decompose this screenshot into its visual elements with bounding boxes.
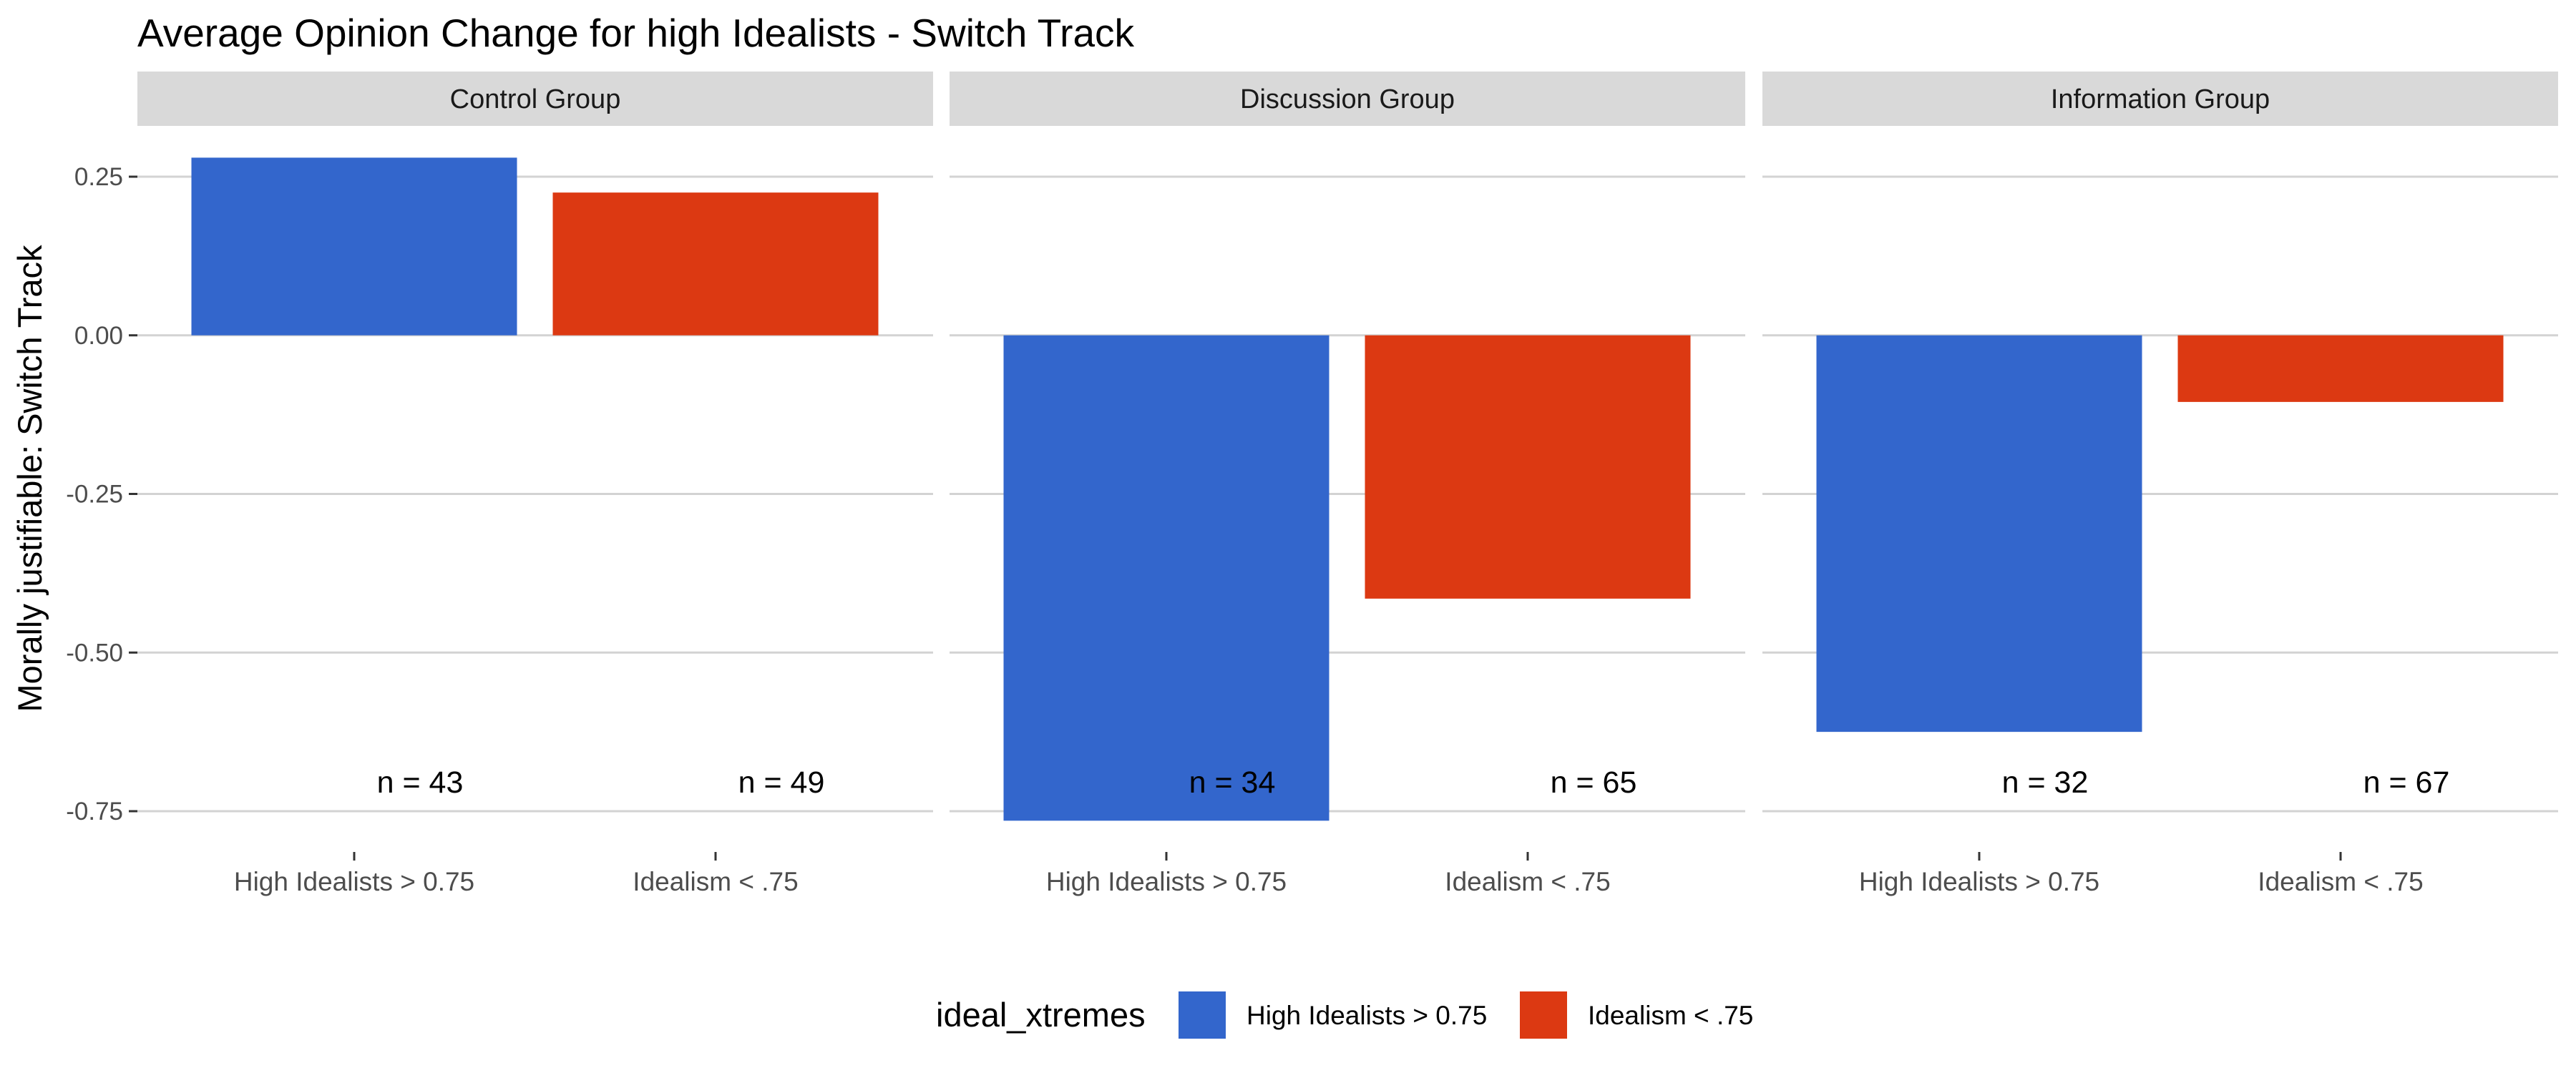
x-tick-label: Idealism < .75 xyxy=(1445,867,1610,896)
bar xyxy=(191,157,517,335)
bar xyxy=(1365,335,1691,599)
y-tick-label: -0.75 xyxy=(66,798,123,825)
n-label: n = 49 xyxy=(738,765,825,800)
x-tick-label: High Idealists > 0.75 xyxy=(1046,867,1287,896)
bar xyxy=(552,192,879,335)
facet-strip-label: Information Group xyxy=(2051,84,2270,114)
x-tick-label: Idealism < .75 xyxy=(2258,867,2423,896)
y-tick-label: -0.25 xyxy=(66,481,123,509)
facet-strip-label: Control Group xyxy=(450,84,621,114)
y-tick-label: -0.50 xyxy=(66,639,123,667)
y-axis-title: Morally justifiable: Switch Track xyxy=(11,245,49,712)
x-tick-label: High Idealists > 0.75 xyxy=(234,867,474,896)
facet-strip xyxy=(950,72,1745,126)
y-tick-label: 0.25 xyxy=(74,163,123,191)
legend-title: ideal_xtremes xyxy=(936,996,1146,1034)
n-label: n = 34 xyxy=(1189,765,1276,800)
bar xyxy=(1816,335,2142,733)
y-tick-label: 0.00 xyxy=(74,322,123,350)
n-label: n = 65 xyxy=(1551,765,1637,800)
x-tick-label: High Idealists > 0.75 xyxy=(1859,867,2099,896)
bar xyxy=(2177,335,2504,402)
bar xyxy=(1003,335,1330,821)
n-label: n = 43 xyxy=(377,765,464,800)
facet-strip xyxy=(1762,72,2558,126)
n-label: n = 67 xyxy=(2363,765,2450,800)
facet-strip xyxy=(137,72,933,126)
facet-strip-label: Discussion Group xyxy=(1240,84,1455,114)
legend-label: Idealism < .75 xyxy=(1588,1001,1753,1030)
x-tick-label: Idealism < .75 xyxy=(633,867,798,896)
chart-title: Average Opinion Change for high Idealist… xyxy=(137,11,1135,55)
legend-swatch xyxy=(1520,991,1567,1039)
n-label: n = 32 xyxy=(2002,765,2089,800)
legend-label: High Idealists > 0.75 xyxy=(1246,1001,1487,1030)
legend-swatch xyxy=(1179,991,1226,1039)
